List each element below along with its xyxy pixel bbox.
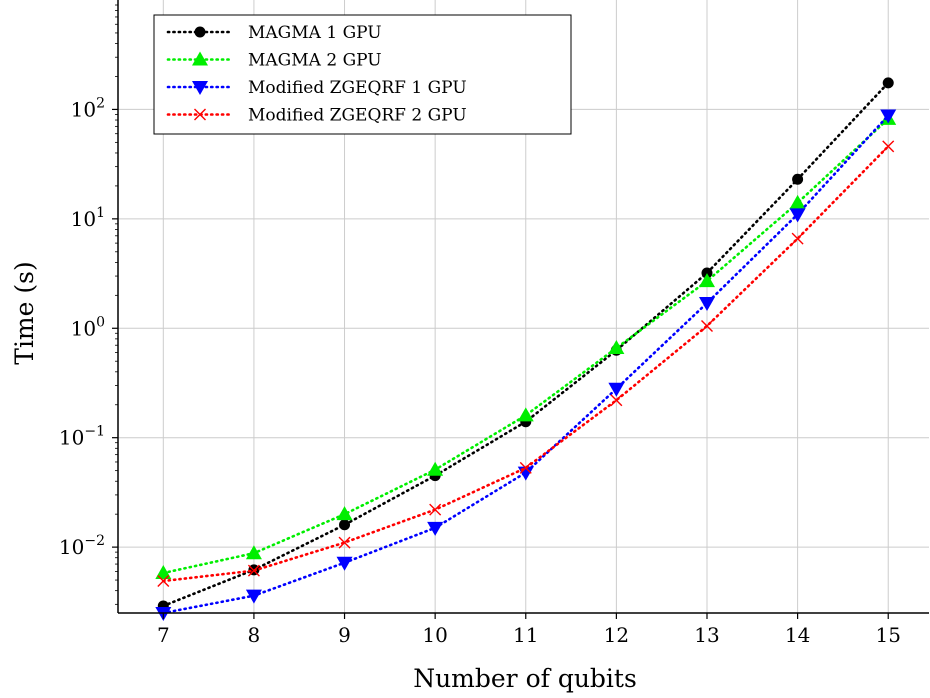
legend-marker — [195, 27, 206, 38]
data-point — [337, 506, 353, 520]
data-point — [518, 407, 534, 421]
x-tick-label: 7 — [157, 623, 170, 647]
x-tick-label: 12 — [604, 623, 629, 647]
legend-label: MAGMA 1 GPU — [248, 23, 382, 43]
tick-labels: 7 8 9 10 11 12 13 14 15 10−2 10−1 100 101 102 — [59, 95, 901, 647]
x-tick-label: 14 — [785, 623, 810, 647]
y-axis-label: Time (s) — [10, 261, 39, 364]
x-tick-label: 8 — [248, 623, 261, 647]
data-point — [792, 174, 803, 185]
y-tick-label: 102 — [71, 95, 105, 121]
x-tick-label: 10 — [422, 623, 447, 647]
data-point — [883, 77, 894, 88]
legend-label: Modified ZGEQRF 2 GPU — [248, 106, 467, 126]
data-point — [427, 462, 443, 476]
legend-label: MAGMA 2 GPU — [248, 51, 382, 71]
y-tick-label: 10−2 — [59, 533, 105, 559]
y-tick-label: 101 — [71, 205, 105, 231]
data-point — [339, 519, 350, 530]
y-tick-label: 100 — [71, 314, 105, 340]
x-axis-label: Number of qubits — [413, 664, 637, 693]
x-tick-label: 11 — [513, 623, 538, 647]
y-tick-label: 10−1 — [59, 424, 105, 450]
x-tick-label: 15 — [875, 623, 900, 647]
legend-label: Modified ZGEQRF 1 GPU — [248, 78, 467, 98]
x-tick-label: 13 — [694, 623, 719, 647]
legend: MAGMA 1 GPU MAGMA 2 GPU Modified ZGEQRF 1 … — [154, 15, 571, 134]
x-tick-label: 9 — [338, 623, 351, 647]
data-point — [790, 208, 806, 222]
